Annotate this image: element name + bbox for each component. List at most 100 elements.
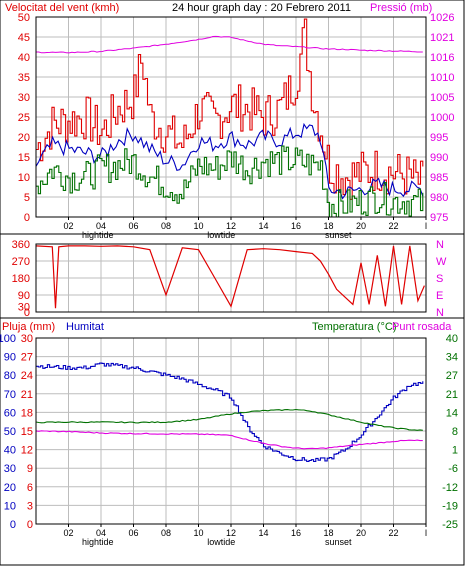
humidity-tick-label: 80 bbox=[4, 370, 16, 382]
pressure-tick-label: 975 bbox=[430, 212, 448, 224]
humidity-y-ticks: 0 10 20 30 40 50 60 70 80 90 100 bbox=[0, 333, 16, 531]
pressure-tick-label: 1016 bbox=[430, 52, 454, 64]
direction-tick-label: 180 bbox=[12, 273, 30, 285]
x-tick-label: 08 bbox=[161, 528, 171, 538]
humidity-tick-label: 30 bbox=[4, 463, 16, 475]
direction-tick-label: 270 bbox=[12, 256, 30, 268]
temperature-tick-label: 21 bbox=[446, 389, 458, 401]
direction-compass-label: N bbox=[436, 307, 444, 319]
wind-tick-label: 20 bbox=[18, 132, 30, 144]
x-tick-label: 04 bbox=[96, 528, 106, 538]
chart-title: 24 hour graph day : 20 Febrero 2011 bbox=[172, 2, 351, 14]
humidity-axis-label: Humitat bbox=[66, 321, 104, 333]
temperature-tick-label: 27 bbox=[446, 370, 458, 382]
temperature-y-ticks: -25 -19 -12 -6 1 8 14 21 27 34 40 bbox=[442, 333, 458, 531]
rain-tick-label: 3 bbox=[27, 500, 33, 512]
pressure-tick-label: 1005 bbox=[430, 92, 454, 104]
pressure-y-ticks: 975 980 985 990 995 1000 1005 1010 1016 1021 1026 bbox=[430, 12, 454, 224]
wind-series-pressure bbox=[36, 35, 423, 54]
x-tick-label: 02 bbox=[63, 528, 73, 538]
x-event-label: sunset bbox=[325, 230, 352, 240]
temperature-tick-label: 14 bbox=[446, 407, 458, 419]
x-tick-label: 22 bbox=[388, 221, 398, 231]
humidity-tick-label: 90 bbox=[4, 352, 16, 364]
rain-tick-label: 0 bbox=[27, 519, 33, 531]
pressure-tick-label: 1010 bbox=[430, 72, 454, 84]
rain-tick-label: 30 bbox=[21, 333, 33, 345]
pressure-tick-label: 985 bbox=[430, 172, 448, 184]
temperature-tick-label: -12 bbox=[442, 482, 458, 494]
direction-tick-label: 90 bbox=[18, 290, 30, 302]
temp-series-line bbox=[35, 430, 423, 450]
wind-series-average bbox=[35, 122, 424, 200]
rain-tick-label: 24 bbox=[21, 370, 33, 382]
humidity-tick-label: 20 bbox=[4, 482, 16, 494]
x-tick-label: 14 bbox=[258, 221, 268, 231]
wind-x-ticks: 02 04 06 08 10 12 14 16 18 20 22 l hightide lowtide su… bbox=[63, 217, 427, 240]
x-event-label: lowtide bbox=[207, 230, 235, 240]
direction-compass-label: N bbox=[436, 239, 444, 251]
wind-tick-label: 50 bbox=[18, 12, 30, 24]
wind-tick-label: 35 bbox=[18, 72, 30, 84]
temperature-axis-label: Temperatura (°C) bbox=[312, 321, 396, 333]
x-tick-label: 18 bbox=[323, 221, 333, 231]
wind-tick-label: 10 bbox=[18, 172, 30, 184]
rain-tick-label: 6 bbox=[27, 482, 33, 494]
pressure-axis-label: Pressió (mb) bbox=[370, 2, 432, 14]
x-tick-label: 12 bbox=[226, 221, 236, 231]
pressure-tick-label: 1021 bbox=[430, 32, 454, 44]
wind-tick-label: 0 bbox=[24, 212, 30, 224]
x-tick-label: 18 bbox=[323, 528, 333, 538]
x-event-label: hightide bbox=[82, 537, 114, 547]
direction-series-line bbox=[35, 245, 425, 309]
humidity-tick-label: 50 bbox=[4, 426, 16, 438]
wind-tick-label: 5 bbox=[24, 192, 30, 204]
x-tick-label: 14 bbox=[258, 528, 268, 538]
humidity-tick-label: 0 bbox=[10, 519, 16, 531]
wind-tick-label: 15 bbox=[18, 152, 30, 164]
rain-tick-label: 12 bbox=[21, 445, 33, 457]
direction-tick-label: 360 bbox=[12, 239, 30, 251]
direction-tick-label: 30 bbox=[18, 301, 30, 313]
wind-tick-label: 40 bbox=[18, 52, 30, 64]
temperature-x-ticks: 02 04 06 08 10 12 14 16 18 20 22 l hightide lowtide su… bbox=[63, 524, 427, 547]
x-tick-label: l bbox=[425, 528, 427, 538]
temperature-tick-label: 34 bbox=[446, 352, 458, 364]
x-tick-label: 02 bbox=[63, 221, 73, 231]
rain-tick-label: 21 bbox=[21, 389, 33, 401]
humidity-tick-label: 40 bbox=[4, 445, 16, 457]
x-tick-label: 22 bbox=[388, 528, 398, 538]
direction-compass-label: E bbox=[436, 290, 443, 302]
rain-tick-label: 15 bbox=[21, 426, 33, 438]
rain-tick-label: 27 bbox=[21, 352, 33, 364]
wind-series bbox=[35, 18, 424, 218]
x-tick-label: l bbox=[425, 221, 427, 231]
x-tick-label: 04 bbox=[96, 221, 106, 231]
x-tick-label: 20 bbox=[356, 221, 366, 231]
wind-tick-label: 25 bbox=[18, 112, 30, 124]
pressure-tick-label: 980 bbox=[430, 192, 448, 204]
humidity-tick-label: 10 bbox=[4, 500, 16, 512]
wind-tick-label: 45 bbox=[18, 32, 30, 44]
direction-plot-area bbox=[35, 243, 427, 313]
temperature-grid bbox=[36, 338, 426, 524]
direction-compass-label: S bbox=[436, 273, 443, 285]
temperature-tick-label: 8 bbox=[452, 426, 458, 438]
pressure-tick-label: 1026 bbox=[430, 12, 454, 24]
x-tick-label: 06 bbox=[128, 528, 138, 538]
humidity-tick-label: 100 bbox=[0, 333, 16, 345]
temperature-tick-label: -25 bbox=[442, 519, 458, 531]
pressure-tick-label: 1000 bbox=[430, 112, 454, 124]
x-event-label: lowtide bbox=[207, 537, 235, 547]
x-tick-label: 16 bbox=[291, 528, 301, 538]
direction-series bbox=[35, 245, 425, 309]
temperature-tick-label: -6 bbox=[448, 463, 458, 475]
temperature-tick-label: 40 bbox=[446, 333, 458, 345]
x-tick-label: 12 bbox=[226, 528, 236, 538]
rain-y-ticks: 0 3 6 9 12 15 18 21 24 27 30 bbox=[21, 333, 33, 531]
x-tick-label: 08 bbox=[161, 221, 171, 231]
